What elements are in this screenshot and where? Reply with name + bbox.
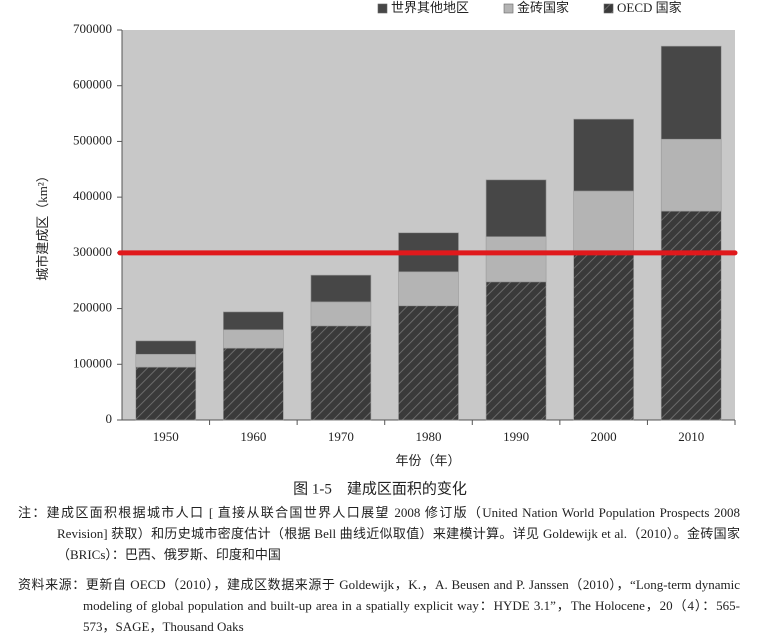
y-tick-label: 200000 [73,300,112,315]
source: 资料来源：更新自 OECD（2010），建成区数据来源于 Goldewijk，K… [18,577,740,634]
note: 注：建成区面积根据城市人口 [ 直接从联合国世界人口展望 2008 修订版（Un… [18,505,740,562]
bar-segment [398,271,459,307]
bar-segment [223,347,284,421]
bar-segment [135,353,197,368]
bar-segment [485,179,547,238]
bar-segment [660,210,722,421]
x-tick-label: 2000 [591,429,617,444]
y-tick-label: 100000 [73,355,112,370]
bar-segment [135,366,197,421]
bar-segment [223,311,284,331]
bar-segment [573,190,634,255]
legend-label: 世界其他地区 [391,0,469,15]
bar-segment [573,118,634,192]
bar-segment [485,236,547,283]
bar-segment [223,329,284,349]
bar-segment [660,138,722,212]
y-tick-label: 400000 [73,188,112,203]
legend-label: OECD 国家 [617,0,682,15]
bar-segment [310,274,372,303]
y-tick-label: 0 [106,411,113,426]
legend-label: 金砖国家 [517,0,569,15]
bar-segment [398,305,459,421]
x-tick-label: 1970 [328,429,354,444]
x-tick-label: 1980 [416,429,442,444]
x-tick-label: 1990 [503,429,529,444]
y-tick-label: 500000 [73,132,112,147]
bar-segment [660,45,722,140]
bar-segment [485,281,547,421]
y-tick-label: 700000 [73,21,112,36]
chart-title: 图 1-5 建成区面积的变化 [293,480,467,497]
y-tick-label: 600000 [73,77,112,92]
legend-swatch [603,3,614,14]
y-tick-label: 300000 [73,244,112,259]
bar-segment [573,254,634,421]
x-tick-label: 1950 [153,429,179,444]
x-tick-label: 2010 [678,429,704,444]
bar-segment [310,325,372,421]
legend-swatch [503,3,514,14]
chart: 城市建成区（km²） 年份（年） 图 1-5 建成区面积的变化 0 100000 2… [35,0,738,497]
bar-segment [310,301,372,327]
bar-segment [135,340,197,355]
x-axis-title: 年份（年） [395,453,460,468]
x-tick-label: 1960 [240,429,266,444]
legend-swatch [377,3,388,14]
y-axis-title: 城市建成区（km²） [35,169,50,281]
